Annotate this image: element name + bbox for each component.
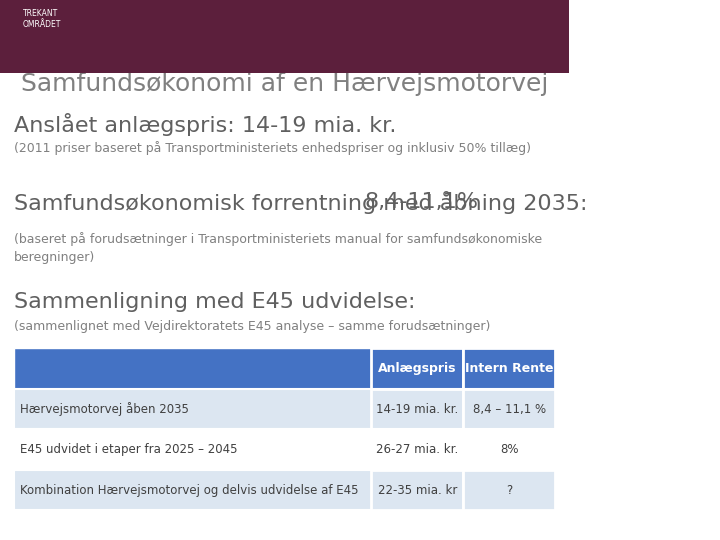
Bar [14, 348, 555, 389]
Bar [463, 348, 555, 389]
Bar [372, 348, 463, 389]
Text: (2011 priser baseret på Transportministeriets enhedspriser og inklusiv 50% tillæ: (2011 priser baseret på Transportministe… [14, 141, 531, 156]
Bar [372, 429, 463, 470]
Bar [14, 470, 555, 510]
Text: Samfundsøkonomisk forrentning med åbning 2035:: Samfundsøkonomisk forrentning med åbning… [14, 191, 595, 214]
Text: E45 udvidet i etaper fra 2025 – 2045: E45 udvidet i etaper fra 2025 – 2045 [20, 443, 238, 456]
Text: 8,4 – 11,1 %: 8,4 – 11,1 % [472, 402, 546, 416]
Text: Hærvejsmotorvej åben 2035: Hærvejsmotorvej åben 2035 [20, 402, 189, 416]
Text: Kombination Hærvejsmotorvej og delvis udvidelse af E45: Kombination Hærvejsmotorvej og delvis ud… [20, 483, 359, 497]
Text: 8%: 8% [500, 443, 518, 456]
Text: TREKANT
OMRÅDET: TREKANT OMRÅDET [23, 9, 61, 29]
Bar [372, 470, 463, 510]
Bar [14, 429, 555, 470]
Text: Intern Rente: Intern Rente [465, 362, 554, 375]
Text: 8,4-11,1%: 8,4-11,1% [364, 192, 478, 213]
Text: (baseret på forudsætninger i Transportministeriets manual for samfundsøkonomiske: (baseret på forudsætninger i Transportmi… [14, 232, 542, 264]
Text: (sammenlignet med Vejdirektoratets E45 analyse – samme forudsætninger): (sammenlignet med Vejdirektoratets E45 a… [14, 320, 490, 333]
Bar [463, 389, 555, 429]
Text: Sammenligning med E45 udvidelse:: Sammenligning med E45 udvidelse: [14, 292, 415, 313]
Text: Anslået anlægspris: 14-19 mia. kr.: Anslået anlægspris: 14-19 mia. kr. [14, 113, 397, 136]
Text: Samfundsøkonomisk forrentning med åbning 2035: 8,4-11,1%: Samfundsøkonomisk forrentning med åbning… [14, 191, 709, 214]
Text: Anlægspris: Anlægspris [378, 362, 456, 375]
Bar [463, 429, 555, 470]
Bar [14, 389, 555, 429]
Bar [463, 470, 555, 510]
Text: 26-27 mia. kr.: 26-27 mia. kr. [376, 443, 459, 456]
Text: Samfundsøkonomi af en Hærvejsmotorvej: Samfundsøkonomi af en Hærvejsmotorvej [21, 72, 549, 96]
Bar [0, 0, 570, 73]
Text: ?: ? [506, 483, 513, 497]
Bar [372, 389, 463, 429]
Text: 22-35 mia. kr: 22-35 mia. kr [377, 483, 457, 497]
Text: 14-19 mia. kr.: 14-19 mia. kr. [376, 402, 459, 416]
